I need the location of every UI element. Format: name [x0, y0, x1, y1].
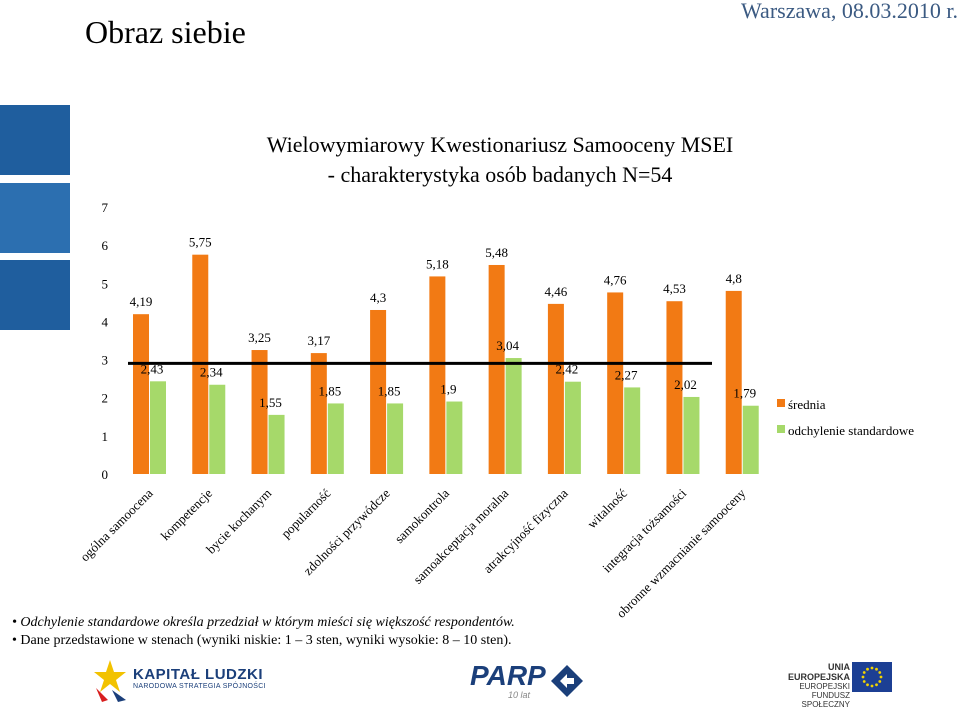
decorative-bar — [0, 105, 70, 175]
footer: KAPITAŁ LUDZKI NARODOWA STRATEGIA SPÓJNO… — [0, 650, 960, 709]
kapital-ludzki-subtitle: NARODOWA STRATEGIA SPÓJNOŚCI — [133, 683, 266, 690]
data-label-srednia: 5,75 — [189, 235, 212, 250]
data-label-odchylenie: 1,85 — [318, 383, 341, 398]
eu-star — [862, 680, 866, 683]
bar-odchylenie — [742, 405, 759, 474]
data-label-srednia: 4,53 — [663, 281, 686, 296]
eu-star — [870, 684, 874, 688]
eu-star — [861, 675, 865, 679]
ue-text: UNIA EUROPEJSKA EUROPEJSKI FUNDUSZ SPOŁE… — [770, 662, 850, 709]
x-tick-label: witalność — [584, 485, 630, 531]
legend-label: odchylenie standardowe — [788, 423, 914, 438]
data-label-odchylenie: 1,55 — [259, 395, 282, 410]
y-tick-label: 2 — [102, 391, 109, 406]
ue-line-3: FUNDUSZ SPOŁECZNY — [801, 691, 850, 709]
data-label-srednia: 4,19 — [130, 294, 153, 309]
data-label-srednia: 3,25 — [248, 330, 271, 345]
parp-years: 10 lat — [508, 690, 531, 700]
eu-star — [875, 683, 878, 687]
data-label-srednia: 4,3 — [370, 290, 386, 305]
bar-odchylenie — [150, 381, 166, 474]
kapital-ludzki-text: KAPITAŁ LUDZKI NARODOWA STRATEGIA SPÓJNO… — [133, 666, 266, 690]
slide-date: Warszawa, 08.03.2010 r. — [741, 0, 958, 23]
notes: • Odchylenie standardowe określa przedzi… — [12, 614, 515, 650]
bar-odchylenie — [446, 401, 463, 474]
data-label-odchylenie: 3,04 — [496, 338, 519, 353]
bar-srednia — [429, 276, 446, 474]
bar-srednia — [547, 303, 564, 474]
decorative-bar — [0, 183, 70, 253]
data-label-srednia: 5,48 — [485, 245, 508, 260]
bar-srednia — [310, 353, 327, 474]
eu-star — [870, 666, 874, 670]
y-tick-label: 4 — [102, 314, 109, 329]
data-label-srednia: 4,8 — [726, 271, 742, 286]
bar-srednia — [725, 290, 742, 474]
y-tick-label: 1 — [102, 429, 109, 444]
bar-srednia — [607, 292, 624, 474]
parp-logo: PARP 10 lat — [470, 660, 584, 700]
bar-odchylenie — [505, 358, 522, 474]
legend-swatch — [777, 425, 785, 433]
chart-title-line2: - charakterystyka osób badanych N=54 — [327, 162, 673, 187]
eu-flag-icon — [852, 662, 892, 692]
bar-odchylenie — [209, 384, 226, 474]
data-label-srednia: 4,46 — [545, 284, 568, 299]
bar-srednia — [488, 264, 505, 474]
eu-star — [878, 680, 882, 683]
eu-star — [866, 683, 869, 687]
bar-odchylenie — [268, 414, 285, 474]
bar-odchylenie — [564, 381, 581, 474]
y-tick-label: 3 — [102, 353, 109, 368]
eu-star — [878, 671, 882, 674]
data-label-odchylenie: 1,9 — [440, 382, 456, 397]
ue-line-2: EUROPEJSKI — [799, 682, 850, 691]
data-label-odchylenie: 1,85 — [378, 383, 401, 398]
decorative-bar — [0, 260, 70, 330]
x-tick-label: obronne wzmacnianie samooceny — [613, 485, 749, 621]
bar-srednia — [251, 350, 268, 474]
parp-arrows-icon — [551, 664, 584, 697]
kapital-ludzki-title: KAPITAŁ LUDZKI — [133, 666, 264, 683]
bar-odchylenie — [683, 396, 700, 474]
data-label-odchylenie: 2,34 — [200, 365, 223, 380]
x-tick-label: samokontrola — [391, 485, 452, 546]
y-tick-label: 0 — [102, 467, 109, 482]
legend-swatch — [777, 399, 785, 407]
data-label-srednia: 3,17 — [307, 333, 330, 348]
eu-star — [862, 671, 866, 674]
eu-star — [879, 675, 883, 679]
note-line-2: • Dane przedstawione w stenach (wyniki n… — [12, 633, 512, 648]
x-tick-label: popularność — [278, 485, 334, 541]
bar-srednia — [666, 301, 683, 474]
data-label-odchylenie: 2,02 — [674, 377, 697, 392]
chart-title: Wielowymiarowy Kwestionariusz Samooceny … — [150, 130, 850, 190]
eu-star — [875, 667, 878, 671]
data-label-srednia: 4,76 — [604, 272, 627, 287]
note-line-1: • Odchylenie standardowe określa przedzi… — [12, 615, 515, 630]
bar-odchylenie — [327, 403, 344, 474]
bar-chart: 0 1 2 3 4 5 6 7 4,19 2,43 5,75 2,34 3,25 1,55 3,17 1,8… — [77, 200, 914, 621]
slide-title: Obraz siebie — [85, 14, 246, 50]
ue-line-1: UNIA EUROPEJSKA — [787, 662, 850, 682]
data-label-odchylenie: 2,27 — [615, 367, 638, 382]
parp-word: PARP — [470, 660, 546, 691]
x-tick-label: ogólna samoocena — [77, 485, 156, 564]
data-label-odchylenie: 1,79 — [733, 386, 756, 401]
y-tick-label: 7 — [102, 200, 109, 215]
bar-odchylenie — [387, 403, 404, 474]
bar-srednia — [133, 314, 149, 474]
bar-srednia — [370, 309, 387, 474]
x-tick-label: kompetencje — [157, 485, 215, 543]
legend-label: średnia — [788, 397, 826, 412]
kapital-ludzki-logo-icon — [92, 658, 128, 702]
y-tick-label: 5 — [102, 276, 109, 291]
eu-star — [866, 667, 869, 671]
data-label-srednia: 5,18 — [426, 256, 449, 271]
data-label-odchylenie: 2,42 — [556, 362, 579, 377]
bar-odchylenie — [624, 387, 641, 474]
chart-title-line1: Wielowymiarowy Kwestionariusz Samooceny … — [266, 132, 734, 157]
y-tick-label: 6 — [102, 238, 109, 253]
data-label-odchylenie: 2,43 — [141, 361, 164, 376]
